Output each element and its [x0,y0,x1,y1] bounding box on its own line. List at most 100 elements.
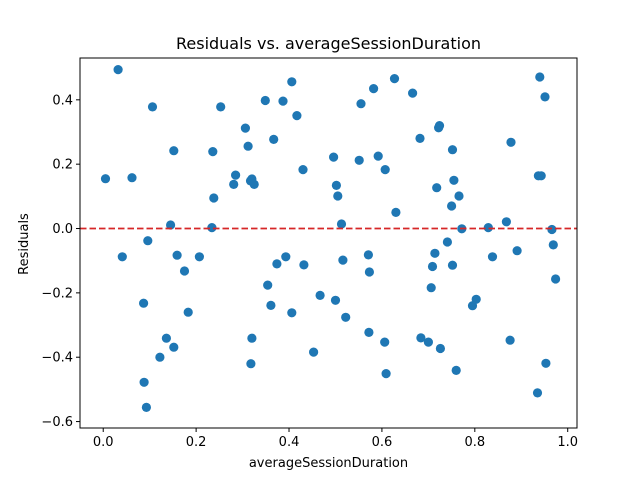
data-point [548,240,558,250]
data-point [229,179,239,189]
data-point [231,170,241,180]
data-point [451,365,461,375]
data-point [454,191,464,201]
data-point [100,174,111,184]
data-point [541,358,551,368]
data-point [292,111,302,121]
data-point [246,359,256,369]
data-point [113,65,123,75]
data-point [263,280,273,290]
data-point [536,171,546,181]
data-point [483,223,493,233]
y-tick-label: 0.2 [52,158,73,173]
data-point [207,223,217,233]
y-tick-label: −0.4 [41,351,73,366]
data-point [208,147,218,157]
data-point [333,191,343,201]
data-point [330,295,341,305]
data-point [434,121,445,131]
data-point [449,175,459,185]
data-point [216,102,226,112]
data-point [389,74,400,84]
data-point [471,294,481,304]
data-point [266,300,276,310]
y-tick-label: −0.6 [41,415,73,430]
data-point [315,290,325,300]
data-point [341,312,351,322]
data-point [423,337,433,347]
x-tick-label: 0.0 [93,435,114,450]
data-point [363,250,373,260]
data-point [240,123,250,133]
data-point [139,377,149,387]
y-tick-label: −0.2 [41,286,73,301]
data-point [338,255,348,265]
data-point [381,369,391,379]
y-axis: −0.6 −0.4 −0.2 0.0 0.2 0.4 [41,93,80,430]
data-point [281,252,291,262]
data-point [269,134,279,144]
data-point [278,96,288,106]
data-point [447,145,458,155]
data-point [506,137,516,147]
data-point [260,95,270,106]
data-point [139,298,149,308]
data-point [535,72,545,82]
data-point [435,343,445,354]
data-point [426,283,436,293]
x-tick-label: 0.8 [464,435,485,450]
data-point [127,173,137,183]
data-point [143,236,153,246]
data-point [380,337,390,347]
data-point [354,155,364,165]
data-point [505,335,515,345]
points-layer [100,65,561,412]
data-point [380,165,390,175]
data-point [551,274,561,284]
data-point [209,193,219,203]
data-point [416,333,426,343]
data-point [155,352,165,362]
x-axis-label: averageSessionDuration [249,456,408,471]
data-point [408,88,418,98]
data-point [336,219,347,229]
data-point [179,266,190,276]
data-point [141,402,151,412]
chart-title: Residuals vs. averageSessionDuration [176,34,481,53]
data-point [243,141,253,151]
data-point [287,308,297,318]
data-point [272,259,282,269]
data-point [169,342,179,352]
data-point [166,220,176,230]
data-point [117,252,127,262]
data-point [299,260,309,270]
data-point [447,201,457,211]
data-point [501,217,511,227]
x-tick-label: 0.4 [279,435,300,450]
x-tick-label: 0.6 [372,435,393,450]
data-point [532,388,543,398]
data-point [172,250,182,260]
data-point [427,261,438,272]
data-point [540,92,550,102]
y-tick-label: 0.4 [52,93,73,108]
data-point [364,327,374,337]
data-point [309,347,319,357]
y-tick-label: 0.0 [52,222,73,237]
plot-frame [79,57,578,429]
data-point [391,207,401,217]
data-point [287,77,297,87]
data-point [512,246,522,256]
data-point [487,252,498,262]
data-point [298,165,308,175]
data-point [432,183,442,193]
data-point [169,146,179,156]
data-point [183,307,193,317]
data-point [547,224,557,235]
data-point [249,179,259,189]
x-tick-label: 0.2 [186,435,207,450]
data-point [373,151,383,161]
data-point [194,252,204,262]
data-point [415,133,425,143]
data-point [356,99,366,109]
